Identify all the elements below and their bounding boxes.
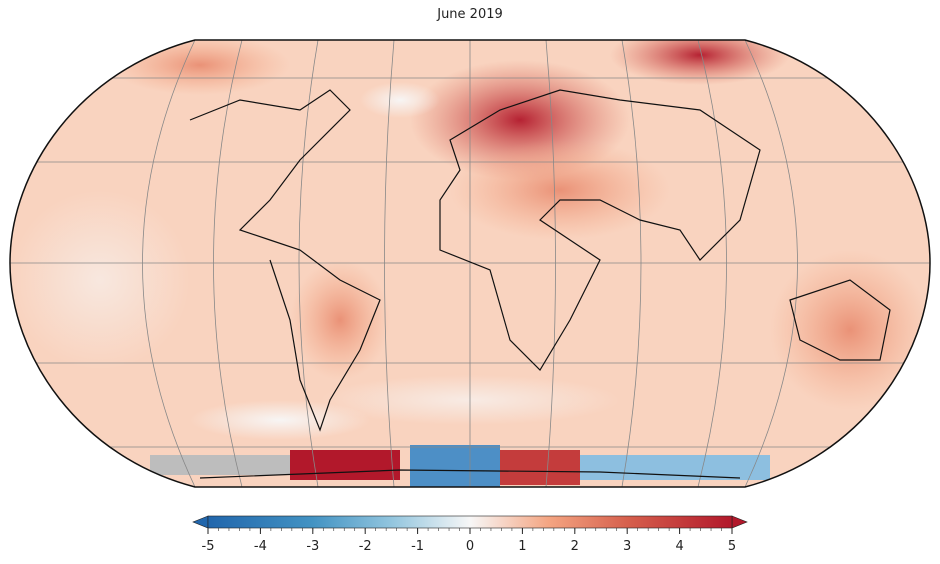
colorbar-tick-label: -4 [254,539,267,554]
colorbar-tick-label: 1 [518,539,526,554]
colorbar-tick-label: 0 [466,539,474,554]
graticule [10,40,930,487]
colorbar-extend-min [192,515,209,529]
colorbar-tick-label: 2 [571,539,579,554]
coastlines [189,89,891,479]
colorbar-tick-label: 3 [623,539,631,554]
colorbar: -5 -4 -3 -2 -1 0 1 2 3 4 5 [192,515,748,554]
colorbar-extend-max [731,515,748,529]
colorbar-tick-label: -5 [202,539,215,554]
colorbar-tick-label: -3 [306,539,319,554]
colorbar-tick-label: -1 [411,539,424,554]
colorbar-tick-label: -2 [359,539,372,554]
colorbar-tick-label: 5 [728,539,736,554]
map-subtitle: June 2019 [436,7,503,22]
anomaly-field [10,40,930,487]
map-frame [9,39,931,488]
colorbar-tick-label: 4 [675,539,683,554]
colorbar-bar [207,515,733,529]
